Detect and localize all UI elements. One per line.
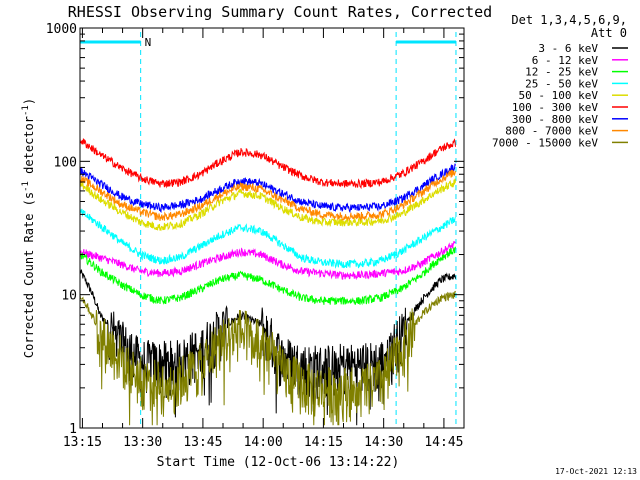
legend-label: 6 - 12 keV (532, 54, 599, 67)
series-line (79, 208, 456, 269)
legend-label: 100 - 300 keV (512, 101, 598, 114)
x-tick-label: 14:30 (364, 435, 403, 450)
y-axis-label: Corrected Count Rate (s-1 detector-1) (21, 98, 36, 358)
x-axis-label: Start Time (12-Oct-06 13:14:22) (157, 455, 400, 470)
timestamp: 17-Oct-2021 12:13 (555, 467, 637, 476)
legend-label: 300 - 800 keV (512, 113, 598, 126)
legend-label: 25 - 50 keV (525, 77, 598, 90)
y-axis: 1 10 100 1000 (46, 22, 464, 437)
x-tick-label: 14:45 (424, 435, 463, 450)
legend-header-1: Det 1,3,4,5,6,9, (511, 13, 627, 27)
y-tick-label: 1 (69, 422, 77, 437)
x-tick-label: 14:15 (304, 435, 343, 450)
x-axis: 13:15 13:30 13:45 14:00 14:15 14:30 14:45 (63, 28, 465, 450)
night-label: N (145, 36, 152, 49)
y-tick-label: 10 (61, 289, 77, 304)
series-line (79, 138, 456, 190)
legend-label: 800 - 7000 keV (505, 125, 598, 138)
series-line (79, 240, 456, 281)
series-line (79, 178, 456, 232)
y-tick-label: 1000 (46, 22, 77, 37)
y-axis-label-sup2: -1 (21, 105, 31, 116)
plot-frame (79, 27, 465, 429)
legend-label: 7000 - 15000 keV (492, 136, 598, 149)
x-tick-label: 13:15 (63, 435, 102, 450)
x-tick-label: 14:00 (244, 435, 283, 450)
series-line (79, 169, 456, 222)
y-axis-label-sup1: -1 (21, 181, 31, 192)
y-tick-label: 100 (54, 155, 77, 170)
series-line (79, 290, 456, 426)
series-layer (79, 138, 456, 426)
legend-label: 12 - 25 keV (525, 66, 598, 79)
series-line (79, 246, 456, 306)
y-axis-label-main: Corrected Count Rate (s (22, 192, 36, 358)
y-axis-label-end: ) (22, 98, 36, 105)
chart-title: RHESSI Observing Summary Count Rates, Co… (68, 3, 492, 21)
x-tick-label: 13:45 (183, 435, 222, 450)
y-axis-label-mid: detector (22, 116, 36, 181)
series-line (79, 163, 456, 214)
x-tick-label: 13:30 (123, 435, 162, 450)
legend-header-2: Att 0 (591, 26, 627, 40)
series-line (79, 269, 456, 426)
legend-label: 3 - 6 keV (538, 42, 598, 55)
legend-label: 50 - 100 keV (519, 89, 599, 102)
